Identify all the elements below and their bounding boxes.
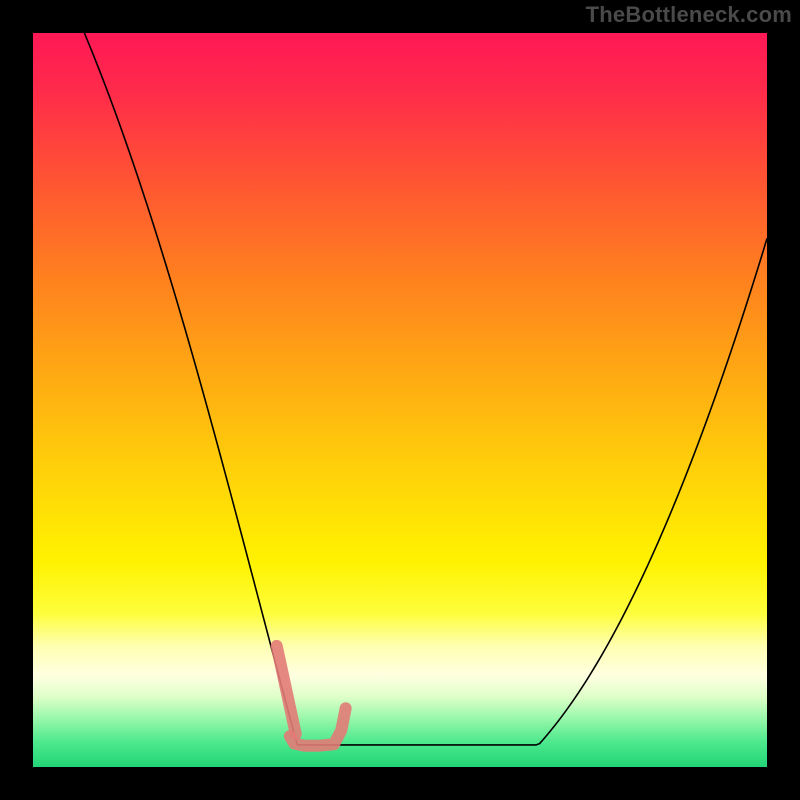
gradient-background: [33, 33, 767, 767]
plot-area: [33, 33, 767, 767]
plot-svg: [33, 33, 767, 767]
watermark-text: TheBottleneck.com: [586, 2, 792, 28]
outer-frame: TheBottleneck.com: [0, 0, 800, 800]
